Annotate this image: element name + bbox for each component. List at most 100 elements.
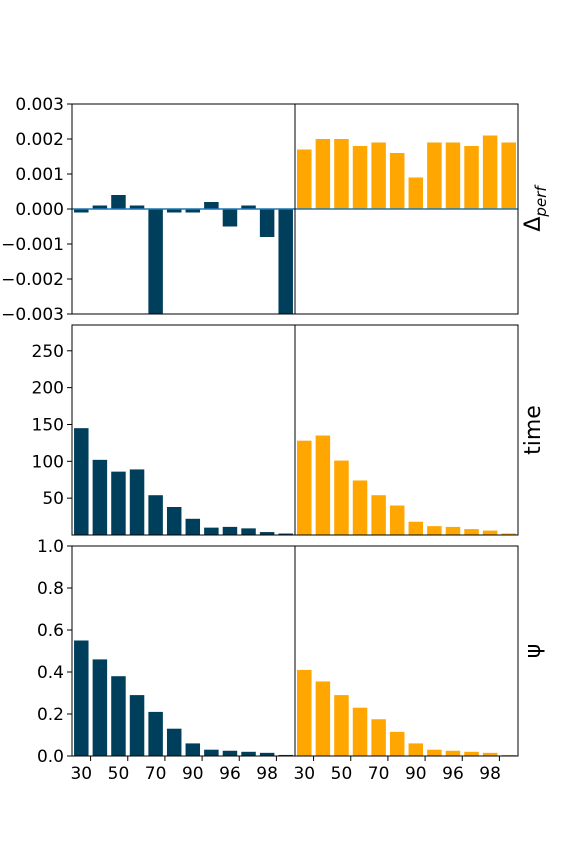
bar-row1-right-8 <box>427 142 442 209</box>
bar-row1-left-10 <box>241 205 256 209</box>
xtick-label-right-5: 96 <box>442 764 464 784</box>
bar-row1-left-6 <box>166 209 182 213</box>
bar-row1-left-3 <box>111 195 126 209</box>
ytick-label-row2-2: 100 <box>32 452 64 472</box>
bar-row3-left-1 <box>74 640 89 756</box>
bar-row3-right-1 <box>297 669 312 756</box>
axes-frame-row1-right <box>294 103 519 315</box>
ytick-label-row2-3: 150 <box>32 415 64 435</box>
bar-row2-left-6 <box>166 507 182 535</box>
xtick-label-right-1: 30 <box>293 764 315 784</box>
bar-row2-right-9 <box>445 526 461 535</box>
bar-row2-left-12 <box>278 533 293 535</box>
ytick-label-row1-3: −0.001 <box>1 235 64 255</box>
bar-row2-left-1 <box>74 428 89 535</box>
bar-row2-right-10 <box>464 529 479 535</box>
bar-row2-right-4 <box>352 480 368 535</box>
bar-row1-left-9 <box>222 209 238 227</box>
xtick-label-right-6: 98 <box>479 764 501 784</box>
ytick-label-row1-5: 0.001 <box>15 165 64 185</box>
bar-row3-left-11 <box>259 752 275 756</box>
bar-row2-left-8 <box>204 527 219 535</box>
bar-row1-right-10 <box>464 146 479 209</box>
bar-row2-right-1 <box>297 440 312 535</box>
bar-row3-left-10 <box>241 751 256 756</box>
bar-row1-left-7 <box>185 209 201 213</box>
ytick-label-row2-5: 250 <box>32 342 64 362</box>
bar-row3-right-7 <box>408 743 424 756</box>
bar-row2-left-10 <box>241 528 256 535</box>
ytick-label-row3-1: 0.0 <box>37 747 64 767</box>
bar-row2-right-11 <box>482 530 498 535</box>
ytick-label-row2-1: 50 <box>42 489 64 509</box>
bar-row1-left-11 <box>259 209 275 237</box>
bar-row3-left-2 <box>92 659 108 756</box>
bar-row2-right-2 <box>315 435 331 535</box>
bar-row2-left-4 <box>129 469 145 535</box>
bar-row3-right-10 <box>464 751 479 756</box>
row-label-1: Δperf <box>521 184 550 232</box>
bar-row1-left-1 <box>74 209 89 213</box>
bar-row1-right-12 <box>501 142 516 209</box>
bar-row2-left-9 <box>222 526 238 535</box>
bar-row3-left-12 <box>278 754 293 756</box>
ytick-label-row1-4: 0.000 <box>15 200 64 220</box>
bar-row1-right-5 <box>371 142 386 209</box>
bar-row3-right-12 <box>501 754 516 756</box>
ytick-label-row3-4: 0.6 <box>37 621 64 641</box>
bar-row1-right-1 <box>297 149 312 209</box>
xtick-label-left-3: 70 <box>145 764 167 784</box>
bar-row2-right-6 <box>389 505 405 535</box>
xtick-label-right-3: 70 <box>368 764 390 784</box>
bar-row1-right-6 <box>389 153 405 209</box>
xtick-label-left-2: 50 <box>108 764 130 784</box>
axes-frame-row3-right <box>294 545 519 757</box>
bar-row2-left-11 <box>259 532 275 535</box>
axes-frame-row2-right <box>294 324 519 536</box>
bar-row1-right-9 <box>445 142 461 209</box>
ytick-label-row1-1: −0.003 <box>1 305 64 325</box>
bar-row2-right-8 <box>427 526 442 535</box>
bar-row3-right-8 <box>427 749 442 756</box>
xtick-label-left-1: 30 <box>70 764 92 784</box>
bar-row3-right-4 <box>352 707 368 756</box>
ytick-label-row2-4: 200 <box>32 379 64 399</box>
bar-row2-right-5 <box>371 495 386 535</box>
bar-row3-right-2 <box>315 681 331 756</box>
bar-row1-right-11 <box>482 135 498 209</box>
ytick-label-row3-2: 0.2 <box>37 705 64 725</box>
ytick-label-row1-7: 0.003 <box>15 95 64 115</box>
bar-row2-right-7 <box>408 521 424 535</box>
xtick-label-left-4: 90 <box>182 764 204 784</box>
bar-row2-left-5 <box>148 495 163 535</box>
bar-row1-right-2 <box>315 139 331 209</box>
ytick-label-row1-2: −0.002 <box>1 270 64 290</box>
ytick-label-row3-6: 1.0 <box>37 537 64 557</box>
bar-row3-left-9 <box>222 750 238 756</box>
bar-row2-right-12 <box>501 533 516 535</box>
ytick-label-row1-6: 0.002 <box>15 130 64 150</box>
ytick-label-row3-5: 0.8 <box>37 579 64 599</box>
bar-row3-left-3 <box>111 676 126 756</box>
bar-row1-right-7 <box>408 177 424 209</box>
row-label-2: time <box>521 405 546 455</box>
bar-row3-left-8 <box>204 749 219 756</box>
bar-row2-right-3 <box>334 460 349 535</box>
bar-row1-left-8 <box>204 202 219 209</box>
row-label-3: ψ <box>521 644 546 659</box>
bar-row3-left-4 <box>129 695 145 756</box>
bar-row1-left-5 <box>148 209 163 314</box>
xtick-label-left-6: 98 <box>256 764 278 784</box>
bar-row2-left-7 <box>185 518 201 535</box>
bar-row3-left-7 <box>185 743 201 756</box>
xtick-label-right-4: 90 <box>405 764 427 784</box>
bar-row1-right-4 <box>352 146 368 209</box>
bar-row1-left-2 <box>92 205 108 209</box>
bar-row3-right-11 <box>482 752 498 756</box>
bar-row3-right-3 <box>334 695 349 756</box>
bar-row3-left-6 <box>166 728 182 756</box>
bar-row1-left-12 <box>278 209 293 314</box>
bar-row3-right-9 <box>445 750 461 756</box>
bar-row1-left-4 <box>129 205 145 209</box>
